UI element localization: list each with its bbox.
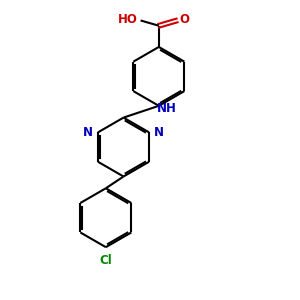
Text: HO: HO <box>118 13 138 26</box>
Text: N: N <box>83 126 93 139</box>
Text: N: N <box>154 126 164 139</box>
Text: O: O <box>179 13 189 26</box>
Text: Cl: Cl <box>100 254 112 267</box>
Text: NH: NH <box>158 102 177 115</box>
